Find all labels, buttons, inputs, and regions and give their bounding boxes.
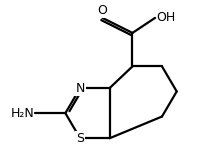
Text: N: N bbox=[75, 82, 85, 95]
Text: S: S bbox=[76, 132, 84, 145]
Text: O: O bbox=[98, 4, 107, 17]
Text: H₂N: H₂N bbox=[10, 107, 34, 120]
Text: OH: OH bbox=[156, 11, 176, 24]
